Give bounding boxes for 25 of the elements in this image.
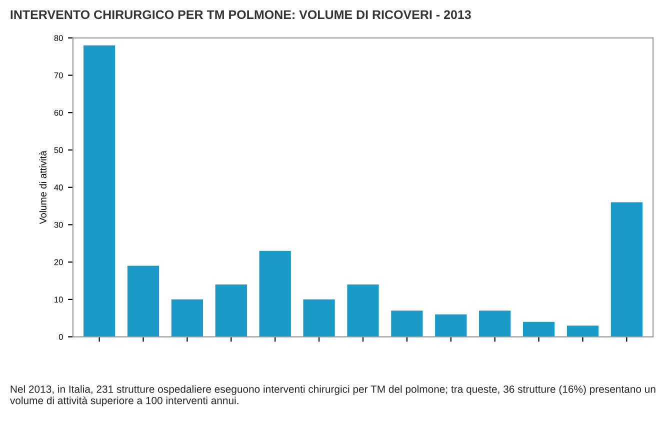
y-tick-label: 20 (54, 259, 63, 266)
text: Nel 2013, in Italia, 231 strutture ospedaliere eseguono interventi chirurgici per TM del polmone; tra queste, 36 strutture (16%) presentano un volume di attività superiore a 100 interventi annui. (10, 385, 656, 406)
y-tick-label: 40 (54, 184, 63, 190)
y-axis-title: Volume di attività (39, 150, 46, 224)
bar (303, 299, 335, 337)
bar (171, 299, 204, 337)
bar (479, 310, 511, 337)
y-tick-label: 60 (54, 110, 63, 116)
bar (127, 266, 160, 337)
bar (83, 45, 116, 337)
bar (435, 314, 467, 337)
y-tick-label: 30 (54, 222, 63, 228)
y-tick-label: 70 (54, 72, 63, 78)
y-tick-label: 0 (58, 334, 63, 340)
y-tick-label: 80 (54, 35, 63, 41)
bar (347, 284, 379, 337)
y-tick-label: 50 (54, 147, 63, 154)
bar (522, 322, 555, 337)
bar (610, 202, 643, 337)
chart-title: INTERVENTO CHIRURGICO PER TM POLMONE: VOLUME DI RICOVERI - 2013 (10, 10, 471, 20)
bar (259, 250, 291, 337)
bar (215, 284, 247, 337)
bar (566, 326, 599, 337)
bar (391, 310, 423, 337)
y-tick-label: 10 (54, 296, 63, 303)
